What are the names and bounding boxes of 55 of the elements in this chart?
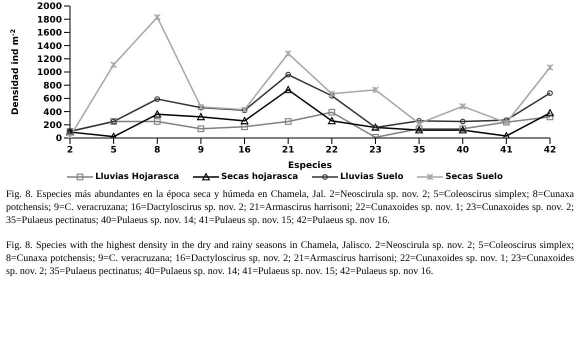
y-tick-label: 1000 (36, 68, 62, 78)
point (240, 116, 248, 124)
point (284, 86, 292, 94)
point (154, 118, 161, 125)
point (372, 86, 379, 94)
x-tick-label: 41 (500, 145, 513, 156)
x-tick-label: 23 (369, 145, 382, 156)
legend-label: Lluvias Suelo (340, 172, 404, 182)
caption: Fig. 8. Especies más abundantes en la época seca y húmeda en Chamela, Jal. 2=Neoscirula sp. nov. 2; 5=Coleoscirus simplex; 8=Cunaxa potchensis; 9=C. veracruzana; 16=Dactyloscirus sp. nov. 2; 21=Armascirus harrisoni; 22=Cunaxoides sp. nov. 1; 23=Cunaxoides sp. nov. 2; 35=Pulaeus pectinatus; 40=Pulaeus sp. nov. 14; 41=Pulaeus sp. nov. 15; 42=Pulaeus sp. nov 16. (6, 188, 574, 227)
point (154, 96, 160, 102)
point (459, 102, 466, 110)
legend-label: Lluvias Hojarasca (95, 172, 180, 182)
point (547, 90, 553, 96)
y-tick-label: 1600 (36, 28, 62, 39)
x-tick-label: 16 (238, 145, 251, 156)
point (110, 61, 118, 68)
y-tick-label: 800 (43, 81, 62, 92)
point (241, 123, 248, 130)
x-tick-label: 40 (456, 145, 469, 156)
caption: Fig. 8. Species with the highest density in the dry and rainy seasons in Chamela, Jalisco. 2=Neoscirula sp. nov. 2; 5=Coleoscirus simplex; 8=Cunaxa potchensis; 9=C. veracruzana; 16=Dactyloscirus sp. nov. 2; 21=Armascirus harrisoni; 22=Cunaxoides sp. nov. 1; 23=Cunaxoides sp. nov. 2; 35=Pulaeus pectinatus; 40=Pulaeus sp. nov. 14; 41=Pulaeus sp. nov. 15; 42=Pulaeus sp. nov 16. (6, 239, 574, 278)
x-axis-title: Especies (288, 161, 332, 171)
legend-label: Secas hojarasca (221, 172, 298, 182)
point (546, 109, 554, 116)
point (460, 118, 466, 124)
x-tick-label: 9 (198, 145, 204, 156)
y-tick-label: 1200 (36, 54, 62, 65)
y-tick-label: 1800 (36, 15, 62, 26)
x-tick-label: 22 (326, 145, 338, 156)
x-tick-label: 21 (282, 145, 294, 156)
point (198, 125, 204, 132)
x-tick-label: 5 (110, 145, 117, 156)
point (416, 120, 423, 127)
x-tick-label: 8 (154, 145, 160, 156)
point (328, 92, 335, 99)
point (284, 50, 292, 57)
point (546, 114, 554, 120)
y-tick-label: 0 (56, 134, 62, 144)
y-tick-label: 1400 (36, 42, 62, 52)
point (197, 113, 205, 120)
y-tick-label: 400 (43, 108, 62, 118)
point (285, 72, 292, 78)
y-tick-label: 2000 (36, 2, 62, 12)
point (153, 110, 162, 118)
point (328, 116, 336, 124)
legend-label: Secas Suelo (445, 172, 503, 182)
y-tick-label: 600 (43, 94, 62, 105)
x-tick-label: 42 (544, 145, 556, 156)
point (328, 90, 336, 98)
point (154, 14, 161, 21)
point (284, 118, 292, 125)
point (328, 108, 336, 116)
x-tick-label: 35 (412, 145, 426, 156)
y-tick-label: 200 (43, 120, 62, 131)
x-tick-label: 2 (66, 145, 74, 156)
point (416, 118, 422, 124)
